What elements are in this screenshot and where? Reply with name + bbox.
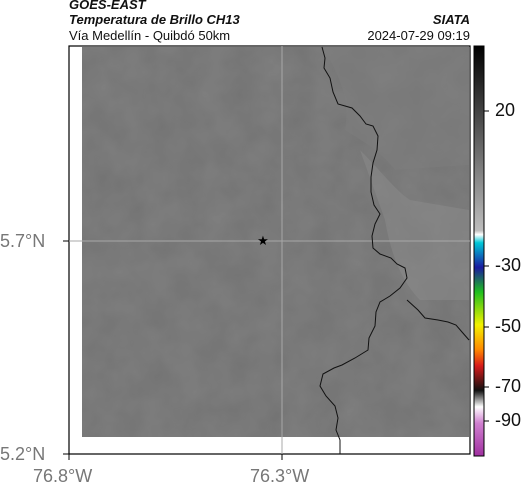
colorbar <box>473 45 485 457</box>
brightness-temperature-image <box>82 47 469 437</box>
department-boundary-branch <box>406 299 470 341</box>
satellite-title: GOES-EAST <box>69 0 146 12</box>
region-label: Vía Medellín - Quibdó 50km <box>69 28 231 43</box>
colorbar-label: -50 <box>495 316 522 336</box>
department-boundary <box>319 46 408 454</box>
lat-label: 5.7°N <box>0 231 46 251</box>
lon-label: 76.8°W <box>33 466 93 486</box>
colorbar-label: -70 <box>495 376 522 396</box>
colorbar-label: -90 <box>495 410 522 430</box>
colorbar-label: -30 <box>495 255 522 275</box>
lat-label: 5.2°N <box>0 444 46 464</box>
lon-label: 76.3°W <box>250 466 310 486</box>
star-marker-icon: ★ <box>257 234 269 249</box>
agency-label: SIATA <box>432 12 470 27</box>
product-title: Temperatura de Brillo CH13 <box>69 12 240 27</box>
colorbar-label: 20 <box>495 100 516 120</box>
timestamp-label: 2024-07-29 09:19 <box>367 28 470 43</box>
